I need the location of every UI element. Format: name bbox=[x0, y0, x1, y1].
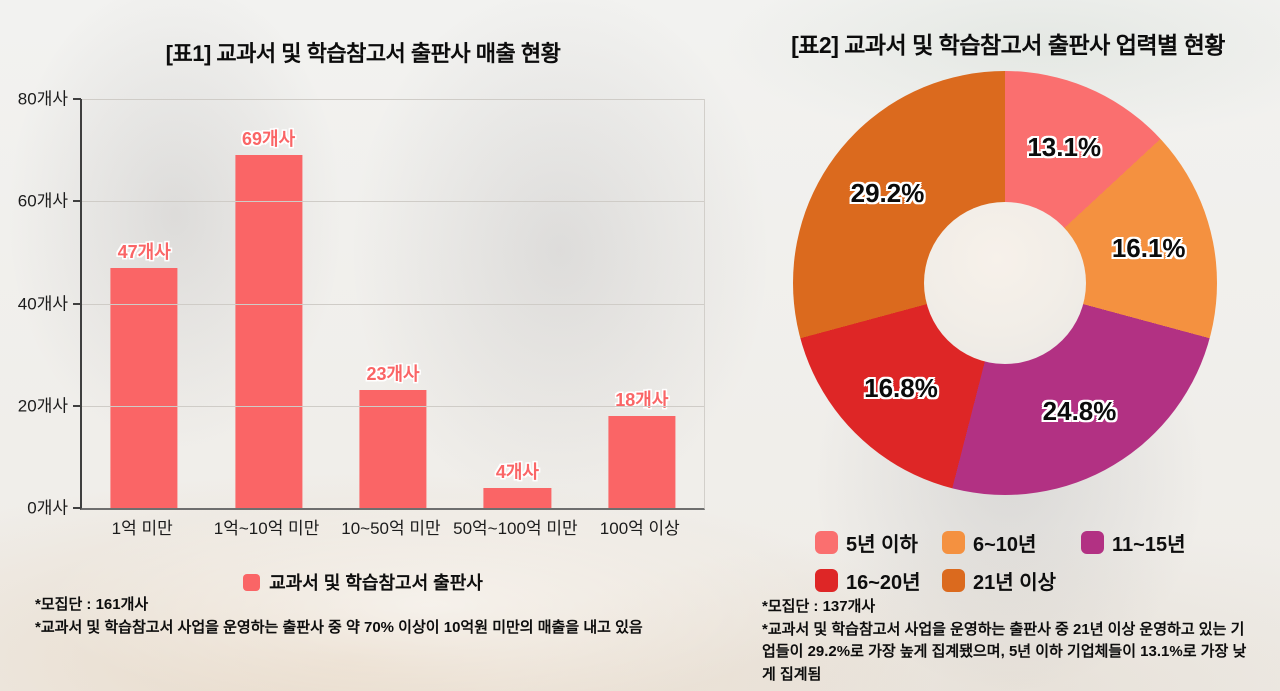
legend-label: 21년 이상 bbox=[973, 572, 1057, 594]
donut-slice-label: 29.2% bbox=[850, 178, 925, 209]
donut-slice-label: 16.8% bbox=[864, 373, 938, 404]
y-tick-label: 80개사 bbox=[17, 89, 68, 109]
legend-item: 5년 이하 bbox=[815, 528, 942, 557]
bar-slot: 47개사 bbox=[82, 99, 206, 508]
x-category-label: 10~50억 미만 bbox=[341, 519, 441, 538]
bar-chart-bars: 47개사 69개사 23개사 4개사 18개사 bbox=[82, 99, 704, 508]
footnote-line: *모집단 : 161개사 bbox=[35, 596, 149, 613]
donut-chart: 13.1% 16.1% 24.8% 16.8% 29.2% bbox=[793, 71, 1217, 495]
legend-label: 11~15년 bbox=[1112, 534, 1186, 556]
legend-label: 16~20년 bbox=[846, 572, 921, 594]
y-axis-tick bbox=[73, 302, 81, 305]
legend-item: 6~10년 bbox=[942, 528, 1081, 557]
footnote-line: *모집단 : 137개사 bbox=[762, 598, 876, 615]
legend-swatch bbox=[815, 569, 838, 592]
legend-swatch bbox=[243, 573, 261, 591]
legend-label: 5년 이하 bbox=[846, 534, 918, 556]
donut-chart-legend: 5년 이하 6~10년 11~15년 16~20년 21년 이상 bbox=[815, 528, 1185, 595]
bar-value-label: 18개사 bbox=[615, 389, 669, 410]
legend-label: 6~10년 bbox=[973, 534, 1037, 556]
gridline bbox=[82, 99, 704, 100]
bar bbox=[608, 415, 676, 508]
bar-value-label: 47개사 bbox=[117, 241, 171, 262]
bar bbox=[359, 390, 427, 508]
donut-chart-title: [표2] 교과서 및 학습참고서 출판사 업력별 현황 bbox=[791, 32, 1225, 58]
y-tick-label: 0개사 bbox=[27, 498, 68, 518]
bar-chart-footnotes: *모집단 : 161개사 *교과서 및 학습참고서 사업을 운영하는 출판사 중… bbox=[35, 594, 715, 639]
footnote-line: *교과서 및 학습참고서 사업을 운영하는 출판사 중 21년 이상 운영하고 … bbox=[762, 620, 1247, 683]
bar-chart-y-axis-labels: 0개사 20개사 40개사 60개사 80개사 bbox=[0, 91, 68, 517]
y-tick-label: 60개사 bbox=[17, 191, 68, 211]
bar-slot: 4개사 bbox=[455, 99, 579, 508]
legend-label: 교과서 및 학습참고서 출판사 bbox=[269, 573, 483, 593]
bar-chart-legend: 교과서 및 학습참고서 출판사 bbox=[0, 569, 726, 595]
legend-item: 21년 이상 bbox=[942, 566, 1081, 595]
donut-slice-label: 13.1% bbox=[1027, 132, 1102, 163]
y-tick-label: 40개사 bbox=[17, 294, 68, 313]
legend-swatch bbox=[942, 569, 965, 592]
bar bbox=[235, 155, 303, 508]
legend-swatch bbox=[1081, 531, 1104, 554]
x-category-label: 1억 미만 bbox=[111, 519, 173, 538]
legend-swatch bbox=[942, 531, 965, 554]
legend-item: 16~20년 bbox=[815, 566, 942, 595]
y-axis-tick bbox=[73, 98, 81, 100]
x-category-label: 100억 이상 bbox=[599, 519, 680, 538]
gridline bbox=[82, 303, 704, 305]
bar-chart-section: [표1] 교과서 및 학습참고서 출판사 매출 현황 0개사 20개사 40개사 60… bbox=[0, 41, 726, 639]
y-tick-label: 20개사 bbox=[17, 396, 68, 416]
y-axis-tick bbox=[73, 200, 81, 203]
donut-hole bbox=[924, 202, 1086, 364]
donut-slice-label: 16.1% bbox=[1111, 232, 1186, 263]
bar bbox=[483, 487, 552, 508]
bar-slot: 18개사 bbox=[580, 99, 704, 508]
x-category-label: 50억~100억 미만 bbox=[453, 519, 578, 538]
gridline bbox=[82, 201, 704, 203]
y-axis-tick bbox=[73, 404, 81, 407]
gridline bbox=[82, 405, 704, 407]
donut-slice-label: 24.8% bbox=[1042, 395, 1117, 426]
bar-slot: 23개사 bbox=[331, 99, 455, 508]
bar bbox=[110, 267, 178, 508]
bar-slot: 69개사 bbox=[206, 99, 330, 508]
bar-value-label: 23개사 bbox=[366, 364, 420, 385]
x-category-label: 1억~10억 미만 bbox=[213, 519, 320, 538]
legend-swatch bbox=[815, 531, 838, 554]
legend-item: 11~15년 bbox=[1081, 528, 1185, 557]
donut-chart-footnotes: *모집단 : 137개사 *교과서 및 학습참고서 사업을 운영하는 출판사 중… bbox=[762, 596, 1256, 686]
bar-chart-title: [표1] 교과서 및 학습참고서 출판사 매출 현황 bbox=[165, 41, 561, 66]
bar-chart-x-axis-labels: 1억 미만 1억~10억 미만 10~50억 미만 50억~100억 미만 100억 이… bbox=[80, 514, 702, 539]
bar-value-label: 69개사 bbox=[242, 129, 296, 150]
y-axis-tick bbox=[73, 507, 81, 509]
footnote-line: *교과서 및 학습참고서 사업을 운영하는 출판사 중 약 70% 이상이 10… bbox=[35, 618, 643, 636]
bar-value-label: 4개사 bbox=[495, 461, 539, 482]
bar-chart-plot-area: 47개사 69개사 23개사 4개사 18개사 bbox=[73, 98, 705, 510]
